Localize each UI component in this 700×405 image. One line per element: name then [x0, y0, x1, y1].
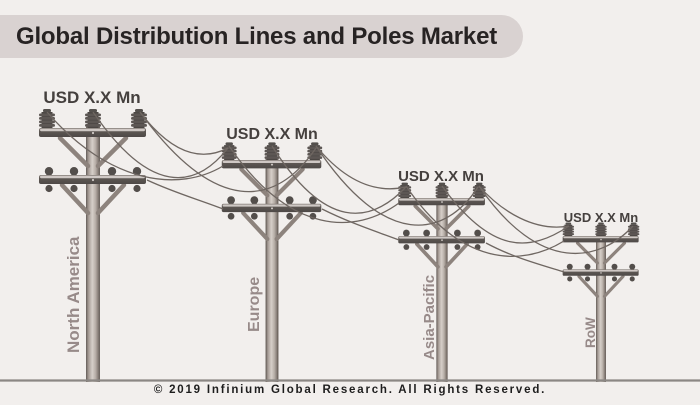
power-line-wires — [46, 111, 634, 273]
value-label-row: USD X.X Mn — [564, 210, 638, 225]
utility-pole-europe — [222, 142, 322, 400]
value-label-europe: USD X.X Mn — [226, 126, 318, 143]
value-label-asia-pacific: USD X.X Mn — [398, 168, 484, 185]
value-label-north-america: USD X.X Mn — [43, 88, 140, 107]
region-label-asia-pacific: Asia-Pacific — [421, 275, 438, 360]
utility-pole-asia-pacific — [398, 183, 485, 400]
title-banner: Global Distribution Lines and Poles Mark… — [0, 15, 523, 58]
region-label-row: RoW — [583, 317, 598, 348]
region-label-europe: Europe — [246, 277, 263, 332]
page-title: Global Distribution Lines and Poles Mark… — [16, 22, 498, 50]
utility-pole-north-america — [39, 109, 147, 387]
copyright-text: © 2019 Infinium Global Research. All Rig… — [153, 384, 547, 396]
region-label-north-america: North America — [64, 236, 83, 353]
